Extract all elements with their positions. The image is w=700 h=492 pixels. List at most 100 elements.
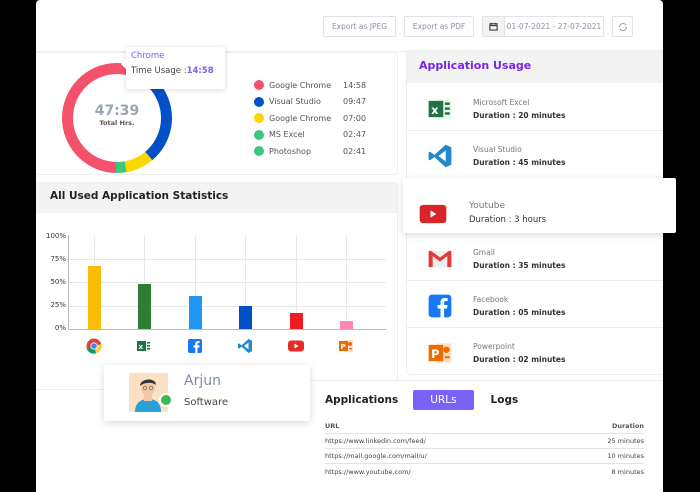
- gridline: [195, 236, 196, 329]
- user-name: Arjun: [184, 373, 221, 389]
- usage-item-excel[interactable]: x Microsoft Excel Duration : 20 minutes: [407, 84, 663, 131]
- usage-item-powerpoint[interactable]: P Powerpoint Duration : 02 minutes: [407, 328, 663, 375]
- legend-item[interactable]: Google Chrome 07:00: [254, 110, 366, 127]
- legend-name: MS Excel: [269, 130, 305, 140]
- table-row[interactable]: https://www.linkedin.com/feed/ 25 minute…: [325, 434, 644, 449]
- tooltip-title: Chrome: [131, 51, 165, 61]
- vscode-icon: [427, 143, 453, 169]
- statistics-title: All Used Application Statistics: [36, 183, 397, 213]
- bar-youtube[interactable]: [290, 313, 303, 329]
- legend-time: 09:47: [343, 97, 367, 107]
- legend-dot: [254, 146, 264, 157]
- excel-icon: x: [427, 96, 453, 122]
- y-tick: 25%: [50, 301, 66, 309]
- y-tick: 0%: [54, 324, 66, 332]
- bar-chrome[interactable]: [88, 265, 101, 329]
- legend-name: Google Chrome: [269, 80, 332, 90]
- legend-dot: [254, 96, 264, 107]
- legend-time: 14:58: [343, 80, 367, 90]
- legend-dot: [254, 129, 264, 140]
- svg-text:P: P: [341, 343, 346, 351]
- app-duration: Duration : 45 minutes: [473, 158, 566, 167]
- legend-time: 02:41: [343, 146, 367, 156]
- chrome-icon: [86, 338, 102, 354]
- legend-time: 02:47: [343, 130, 367, 140]
- legend-dot: [254, 80, 264, 91]
- legend-item[interactable]: MS Excel 02:47: [254, 127, 366, 144]
- user-role: Software: [184, 397, 229, 408]
- usage-item-visual-studio[interactable]: Visual Studio Duration : 45 minutes: [407, 131, 663, 178]
- app-duration: Duration : 35 minutes: [473, 261, 566, 270]
- gmail-icon: [427, 246, 453, 272]
- legend-item[interactable]: Visual Studio 09:47: [254, 94, 366, 111]
- online-status-indicator: [159, 393, 173, 407]
- duration-cell: 8 minutes: [611, 467, 644, 476]
- donut-tooltip: Chrome Time Usage :14:58: [121, 47, 225, 89]
- total-hours-label: Total Hrs.: [99, 119, 135, 127]
- date-range-text[interactable]: 01-07-2021 - 27-07-2021: [506, 22, 602, 31]
- app-duration: Duration : 05 minutes: [473, 308, 566, 317]
- usage-item-gmail[interactable]: Gmail Duration : 35 minutes: [407, 234, 663, 281]
- application-usage-panel: Application Usage x Microsoft Excel Dura…: [406, 50, 663, 375]
- svg-text:x: x: [139, 343, 144, 351]
- x-axis: [68, 329, 386, 330]
- y-tick: 100%: [45, 232, 66, 240]
- youtube-icon: [288, 338, 304, 354]
- bar-facebook[interactable]: [189, 296, 202, 329]
- y-tick: 75%: [50, 255, 66, 263]
- app-name: Facebook: [473, 295, 509, 304]
- gridline: [245, 236, 246, 329]
- legend-name: Photoshop: [269, 146, 312, 156]
- date-range-picker[interactable]: 01-07-2021 - 27-07-2021: [482, 16, 604, 37]
- url-cell[interactable]: https://www.linkedin.com/feed/: [325, 437, 426, 445]
- user-card[interactable]: Arjun Software: [104, 365, 310, 421]
- bar-vscode[interactable]: [239, 305, 252, 329]
- gridline: [346, 236, 347, 329]
- svg-text:P: P: [431, 347, 439, 361]
- tooltip-value: 14:58: [186, 66, 214, 76]
- toolbar: Export as JPEG Export as PDF 01-07-2021 …: [323, 16, 633, 37]
- legend-time: 07:00: [343, 113, 367, 123]
- bar-excel[interactable]: [138, 284, 151, 329]
- app-name: Gmail: [473, 248, 495, 257]
- app-duration: Duration : 20 minutes: [473, 111, 566, 120]
- table-row[interactable]: https://www.youtube.com/ 8 minutes: [325, 464, 644, 479]
- legend-name: Google Chrome: [269, 113, 332, 123]
- usage-item-youtube[interactable]: Youtube Duration : 3 hours: [403, 178, 676, 233]
- y-tick: 50%: [50, 278, 66, 286]
- excel-icon: x: [136, 338, 152, 354]
- tab-urls[interactable]: URLs: [413, 390, 474, 410]
- tooltip-body: Time Usage :14:58: [131, 66, 220, 76]
- donut-legend: Google Chrome 14:58 Visual Studio 09:47 Go…: [254, 77, 366, 160]
- svg-text:x: x: [431, 103, 439, 117]
- app-name: Microsoft Excel: [473, 98, 530, 107]
- url-cell[interactable]: https://mail.google.com/mail/u/: [325, 452, 427, 460]
- gridline: [68, 282, 386, 283]
- tab-applications[interactable]: Applications: [325, 394, 399, 406]
- app-duration: Duration : 02 minutes: [473, 355, 566, 364]
- duration-cell: 25 minutes: [607, 437, 644, 445]
- refresh-button[interactable]: [612, 16, 633, 37]
- export-jpeg-button[interactable]: Export as JPEG: [323, 16, 396, 37]
- bar-powerpoint[interactable]: [340, 320, 353, 329]
- gridline: [68, 306, 386, 307]
- url-cell[interactable]: https://www.youtube.com/: [325, 467, 411, 476]
- calendar-icon[interactable]: [483, 17, 505, 36]
- total-hours-value: 47:39: [94, 103, 140, 119]
- facebook-icon: [187, 338, 203, 354]
- app-name: Visual Studio: [473, 145, 522, 154]
- usage-item-facebook[interactable]: Facebook Duration : 05 minutes: [407, 281, 663, 328]
- gridline: [68, 259, 386, 260]
- youtube-icon: [418, 204, 448, 228]
- export-pdf-button[interactable]: Export as PDF: [404, 16, 474, 37]
- legend-name: Visual Studio: [269, 97, 321, 107]
- header-duration: Duration: [611, 422, 644, 430]
- urls-table: URL Duration https://www.linkedin.com/fe…: [325, 419, 644, 479]
- legend-item[interactable]: Google Chrome 14:58: [254, 77, 366, 94]
- time-usage-donut-panel: 47:39 Total Hrs. Chrome Time Usage :14:5…: [36, 47, 398, 175]
- legend-item[interactable]: Photoshop 02:41: [254, 143, 366, 160]
- table-row[interactable]: https://mail.google.com/mail/u/ 10 minut…: [325, 449, 644, 464]
- tab-logs[interactable]: Logs: [490, 394, 519, 406]
- powerpoint-icon: P: [427, 340, 453, 366]
- facebook-icon: [427, 293, 453, 319]
